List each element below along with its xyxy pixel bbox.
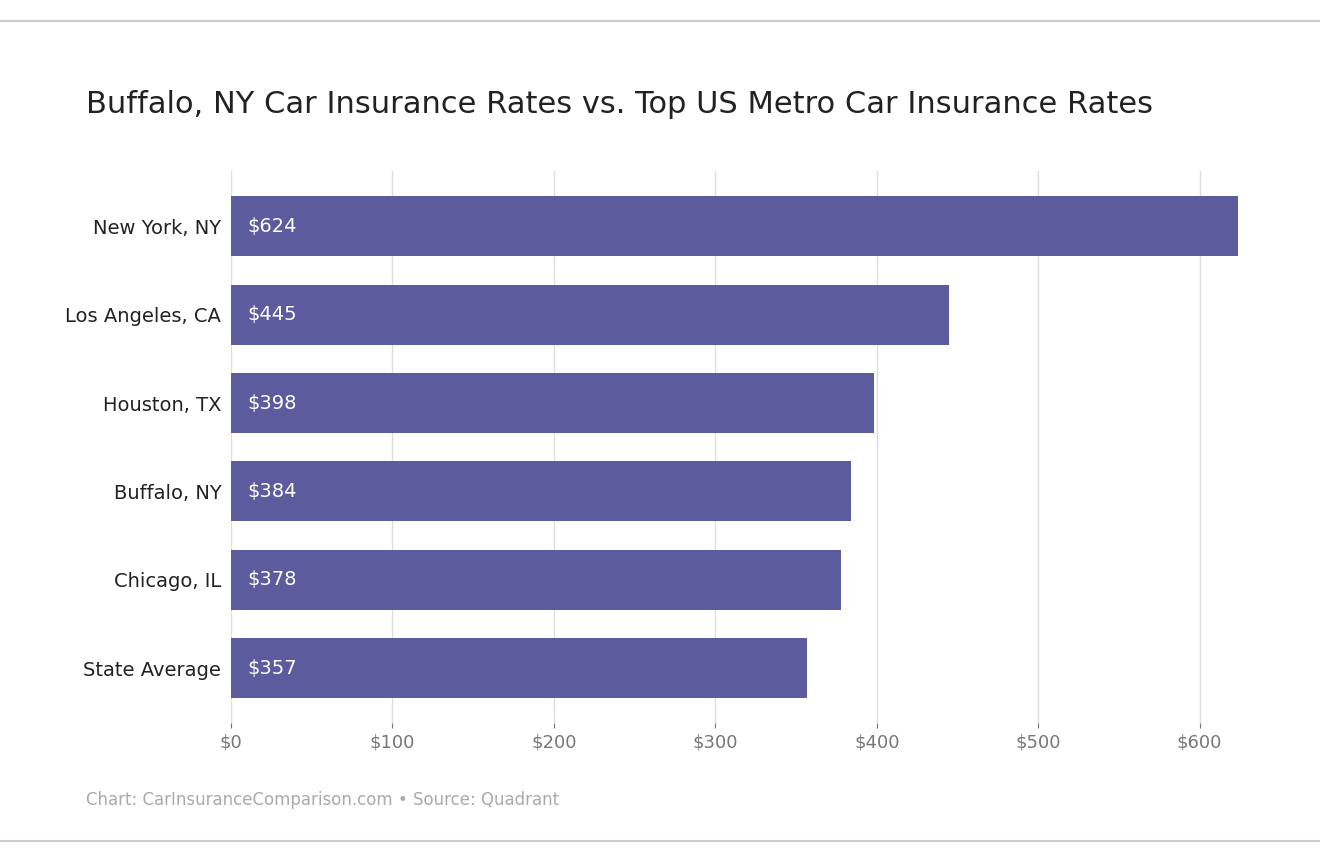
Bar <box>231 461 851 521</box>
Bar <box>231 373 874 433</box>
Text: Buffalo, NY Car Insurance Rates vs. Top US Metro Car Insurance Rates: Buffalo, NY Car Insurance Rates vs. Top … <box>86 90 1152 119</box>
Bar <box>231 196 1238 257</box>
Text: $384: $384 <box>247 482 297 501</box>
Text: $398: $398 <box>247 394 297 413</box>
Bar <box>231 285 949 345</box>
Bar <box>231 638 808 698</box>
Text: $357: $357 <box>247 658 297 678</box>
Text: $378: $378 <box>247 570 297 589</box>
Text: $445: $445 <box>247 306 297 324</box>
Bar <box>231 550 841 609</box>
Text: Chart: CarInsuranceComparison.com • Source: Quadrant: Chart: CarInsuranceComparison.com • Sour… <box>86 791 558 809</box>
Text: $624: $624 <box>247 217 297 236</box>
